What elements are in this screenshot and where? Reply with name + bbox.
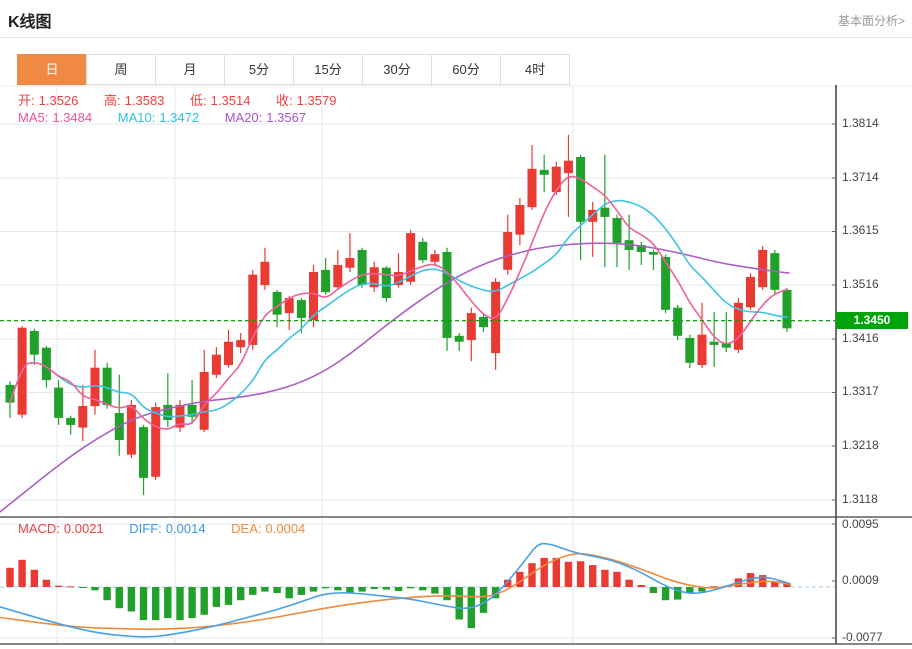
header-divider [0, 37, 912, 38]
ohlc-open-label: 开: [18, 93, 35, 108]
macd-row: MACD: 0.0021 DIFF: 0.0014 DEA: 0.0004 [18, 521, 327, 536]
ohlc-low-label: 低: [190, 93, 207, 108]
ohlc-row: 开: 1.3526 高: 1.3583 低: 1.3514 收: 1.3579 [18, 90, 358, 109]
diff-value: 0.0014 [165, 521, 206, 536]
ohlc-low: 低: 1.3514 [190, 93, 254, 108]
tab-day[interactable]: 日 [17, 54, 87, 85]
tab-15min[interactable]: 15分 [293, 54, 363, 85]
macd-label: MACD: [18, 521, 60, 536]
fundamental-analysis-link[interactable]: 基本面分析> [837, 14, 905, 28]
ohlc-open: 开: 1.3526 [18, 93, 82, 108]
y-axis-label: 1.3118 [842, 492, 878, 506]
ohlc-high: 高: 1.3583 [104, 93, 168, 108]
tab-60min[interactable]: 60分 [431, 54, 501, 85]
ohlc-high-label: 高: [104, 93, 121, 108]
ma-row: MA5: 1.3484 MA10: 1.3472 MA20: 1.3567 [18, 110, 328, 125]
ohlc-open-value: 1.3526 [38, 93, 79, 108]
y-axis-label: 1.3416 [842, 331, 879, 345]
ma5-label: MA5: [18, 110, 49, 125]
ma20-item: MA20: 1.3567 [225, 110, 310, 125]
y-axis-label: 1.3516 [842, 277, 879, 291]
ma10-item: MA10: 1.3472 [118, 110, 203, 125]
macd-axis-label: -0.0077 [842, 630, 883, 644]
period-tabbar: 日 周 月 5分 15分 30分 60分 4时 [17, 54, 570, 85]
tab-5min[interactable]: 5分 [224, 54, 294, 85]
tab-4hour[interactable]: 4时 [500, 54, 570, 85]
ma20-label: MA20: [224, 110, 263, 125]
y-axis-label: 1.3218 [842, 438, 879, 452]
ma20-value: 1.3567 [266, 110, 307, 125]
y-axis-label: 1.3317 [842, 384, 879, 398]
ohlc-low-value: 1.3514 [210, 93, 251, 108]
y-axis-label: 1.3714 [842, 170, 879, 184]
page-title: K线图 [8, 14, 52, 31]
macd-item: MACD: 0.0021 [18, 521, 108, 536]
ma10-label: MA10: [117, 110, 156, 125]
macd-axis-label: 0.0095 [842, 517, 879, 531]
diff-item: DIFF: 0.0014 [129, 521, 209, 536]
dea-item: DEA: 0.0004 [231, 521, 309, 536]
ohlc-high-value: 1.3583 [124, 93, 165, 108]
y-axis-label: 1.3615 [842, 223, 879, 237]
ma5-value: 1.3484 [52, 110, 93, 125]
tab-30min[interactable]: 30分 [362, 54, 432, 85]
dea-label: DEA: [231, 521, 262, 536]
tab-week[interactable]: 周 [86, 54, 156, 85]
macd-value: 0.0021 [63, 521, 104, 536]
current-price-tag: 1.3450 [836, 312, 908, 329]
dea-value: 0.0004 [265, 521, 306, 536]
ohlc-close-value: 1.3579 [296, 93, 337, 108]
ma5-item: MA5: 1.3484 [18, 110, 96, 125]
ohlc-close: 收: 1.3579 [276, 93, 340, 108]
ma10-value: 1.3472 [159, 110, 200, 125]
macd-axis-label: 0.0009 [842, 573, 879, 587]
ohlc-close-label: 收: [276, 93, 293, 108]
diff-label: DIFF: [129, 521, 162, 536]
tab-month[interactable]: 月 [155, 54, 225, 85]
y-axis-label: 1.3814 [842, 116, 879, 130]
